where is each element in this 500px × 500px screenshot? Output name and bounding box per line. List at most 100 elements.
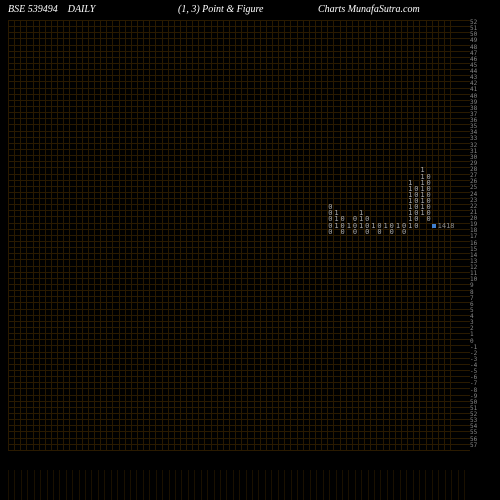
grid-line-v: [438, 20, 439, 450]
volume-bar: [156, 470, 157, 500]
volume-bar: [451, 470, 452, 500]
grid-line-v: [45, 20, 46, 450]
volume-bar: [104, 470, 105, 500]
volume-bar: [181, 470, 182, 500]
pnf-x: 1: [384, 223, 388, 230]
grid-line-v: [426, 20, 427, 450]
volume-bar: [149, 470, 150, 500]
grid-line-v: [180, 20, 181, 450]
volume-bar: [111, 470, 112, 500]
grid-line-v: [168, 20, 169, 450]
grid-line-v: [8, 20, 9, 450]
pnf-o: 0: [414, 223, 418, 230]
grid-line-v: [260, 20, 261, 450]
pnf-x: 1: [347, 223, 351, 230]
pnf-o: 0: [365, 229, 369, 236]
volume-bar: [310, 470, 311, 500]
volume-bar: [59, 470, 60, 500]
grid-line-v: [229, 20, 230, 450]
grid-line-v: [266, 20, 267, 450]
y-axis-label: 57: [470, 443, 496, 449]
current-price-marker: [432, 224, 436, 228]
grid-line-v: [155, 20, 156, 450]
grid-line-v: [321, 20, 322, 450]
volume-bar: [214, 470, 215, 500]
grid-line-v: [100, 20, 101, 450]
volume-bar: [85, 470, 86, 500]
pnf-o: 0: [328, 229, 332, 236]
grid-line-v: [432, 20, 433, 450]
grid-line-v: [39, 20, 40, 450]
volume-bar: [425, 470, 426, 500]
pnf-o: 0: [402, 229, 406, 236]
volume-bar: [27, 470, 28, 500]
volume-bar: [278, 470, 279, 500]
grid-line-v: [106, 20, 107, 450]
grid-line-v: [204, 20, 205, 450]
volume-bar: [124, 470, 125, 500]
volume-bar: [136, 470, 137, 500]
grid-line-v: [272, 20, 273, 450]
volume-bar: [355, 470, 356, 500]
grid-line-v: [33, 20, 34, 450]
volume-bar: [329, 470, 330, 500]
volume-bar: [34, 470, 35, 500]
volume-bar: [374, 470, 375, 500]
grid-line-v: [333, 20, 334, 450]
volume-bar: [464, 470, 465, 500]
volume-bar: [162, 470, 163, 500]
pnf-x: 1: [408, 223, 412, 230]
volume-bar: [393, 470, 394, 500]
volume-bar: [226, 470, 227, 500]
current-price-label: 1418: [438, 222, 455, 230]
y-axis: 5251504948474645444342414039383736353433…: [470, 20, 496, 450]
volume-bar: [265, 470, 266, 500]
volume-bar: [432, 470, 433, 500]
grid-line-v: [143, 20, 144, 450]
volume-bar: [117, 470, 118, 500]
grid-line-v: [131, 20, 132, 450]
grid-line-v: [125, 20, 126, 450]
volume-bar: [297, 470, 298, 500]
volume-bar: [291, 470, 292, 500]
grid-line-v: [383, 20, 384, 450]
grid-line-v: [254, 20, 255, 450]
volume-bar: [143, 470, 144, 500]
volume-bar: [271, 470, 272, 500]
volume-bar: [368, 470, 369, 500]
volume-bar: [130, 470, 131, 500]
grid-line-v: [370, 20, 371, 450]
pnf-o: 0: [353, 229, 357, 236]
volume-bar: [188, 470, 189, 500]
volume-bar: [201, 470, 202, 500]
grid-line-v: [26, 20, 27, 450]
grid-line-v: [358, 20, 359, 450]
grid-line-v: [241, 20, 242, 450]
chart-area: 0000011100010001110001001001001111111100…: [8, 20, 470, 450]
volume-bar: [252, 470, 253, 500]
grid-line-v: [413, 20, 414, 450]
grid-line-v: [235, 20, 236, 450]
grid-line-v: [247, 20, 248, 450]
chart-header: BSE 539494 DAILY (1, 3) Point & Figure C…: [8, 4, 492, 15]
grid-line-v: [63, 20, 64, 450]
grid-line-v: [88, 20, 89, 450]
grid-line-v: [290, 20, 291, 450]
grid-line-v: [211, 20, 212, 450]
pnf-x: 1: [334, 223, 338, 230]
volume-bar: [246, 470, 247, 500]
volume-bars: [8, 450, 470, 500]
symbol-label: BSE 539494: [8, 4, 58, 15]
grid-line-v: [223, 20, 224, 450]
pnf-o: 0: [390, 229, 394, 236]
volume-bar: [220, 470, 221, 500]
grid-line-v: [94, 20, 95, 450]
grid-line-v: [14, 20, 15, 450]
volume-bar: [445, 470, 446, 500]
volume-bar: [98, 470, 99, 500]
pnf-x: 1: [396, 223, 400, 230]
grid-line-v: [315, 20, 316, 450]
grid-line-v: [297, 20, 298, 450]
pnf-x: 1: [371, 223, 375, 230]
source-label: Charts MunafaSutra.com: [318, 4, 420, 15]
